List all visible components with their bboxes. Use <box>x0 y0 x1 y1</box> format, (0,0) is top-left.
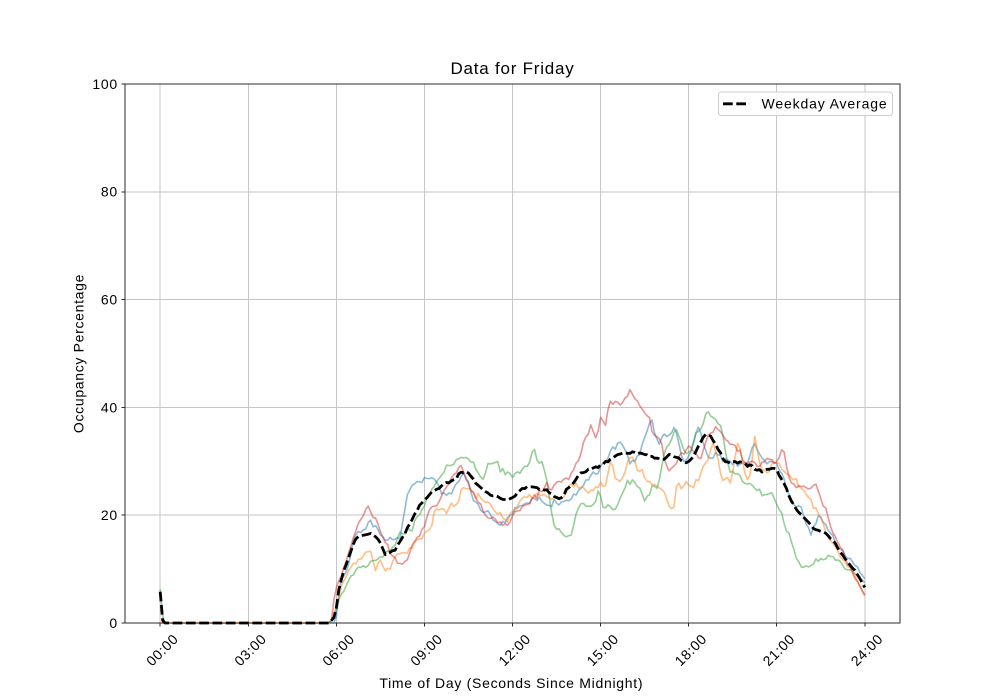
svg-text:20: 20 <box>101 507 118 523</box>
svg-text:Weekday Average: Weekday Average <box>762 96 888 112</box>
svg-text:40: 40 <box>101 399 118 415</box>
svg-text:100: 100 <box>92 76 117 92</box>
svg-text:60: 60 <box>101 292 118 308</box>
svg-text:80: 80 <box>101 184 118 200</box>
svg-text:Time of Day (Seconds Since Mid: Time of Day (Seconds Since Midnight) <box>379 675 643 691</box>
svg-text:0: 0 <box>109 615 117 631</box>
svg-text:Occupancy Percentage: Occupancy Percentage <box>71 274 87 433</box>
svg-text:Data for Friday: Data for Friday <box>451 59 575 78</box>
